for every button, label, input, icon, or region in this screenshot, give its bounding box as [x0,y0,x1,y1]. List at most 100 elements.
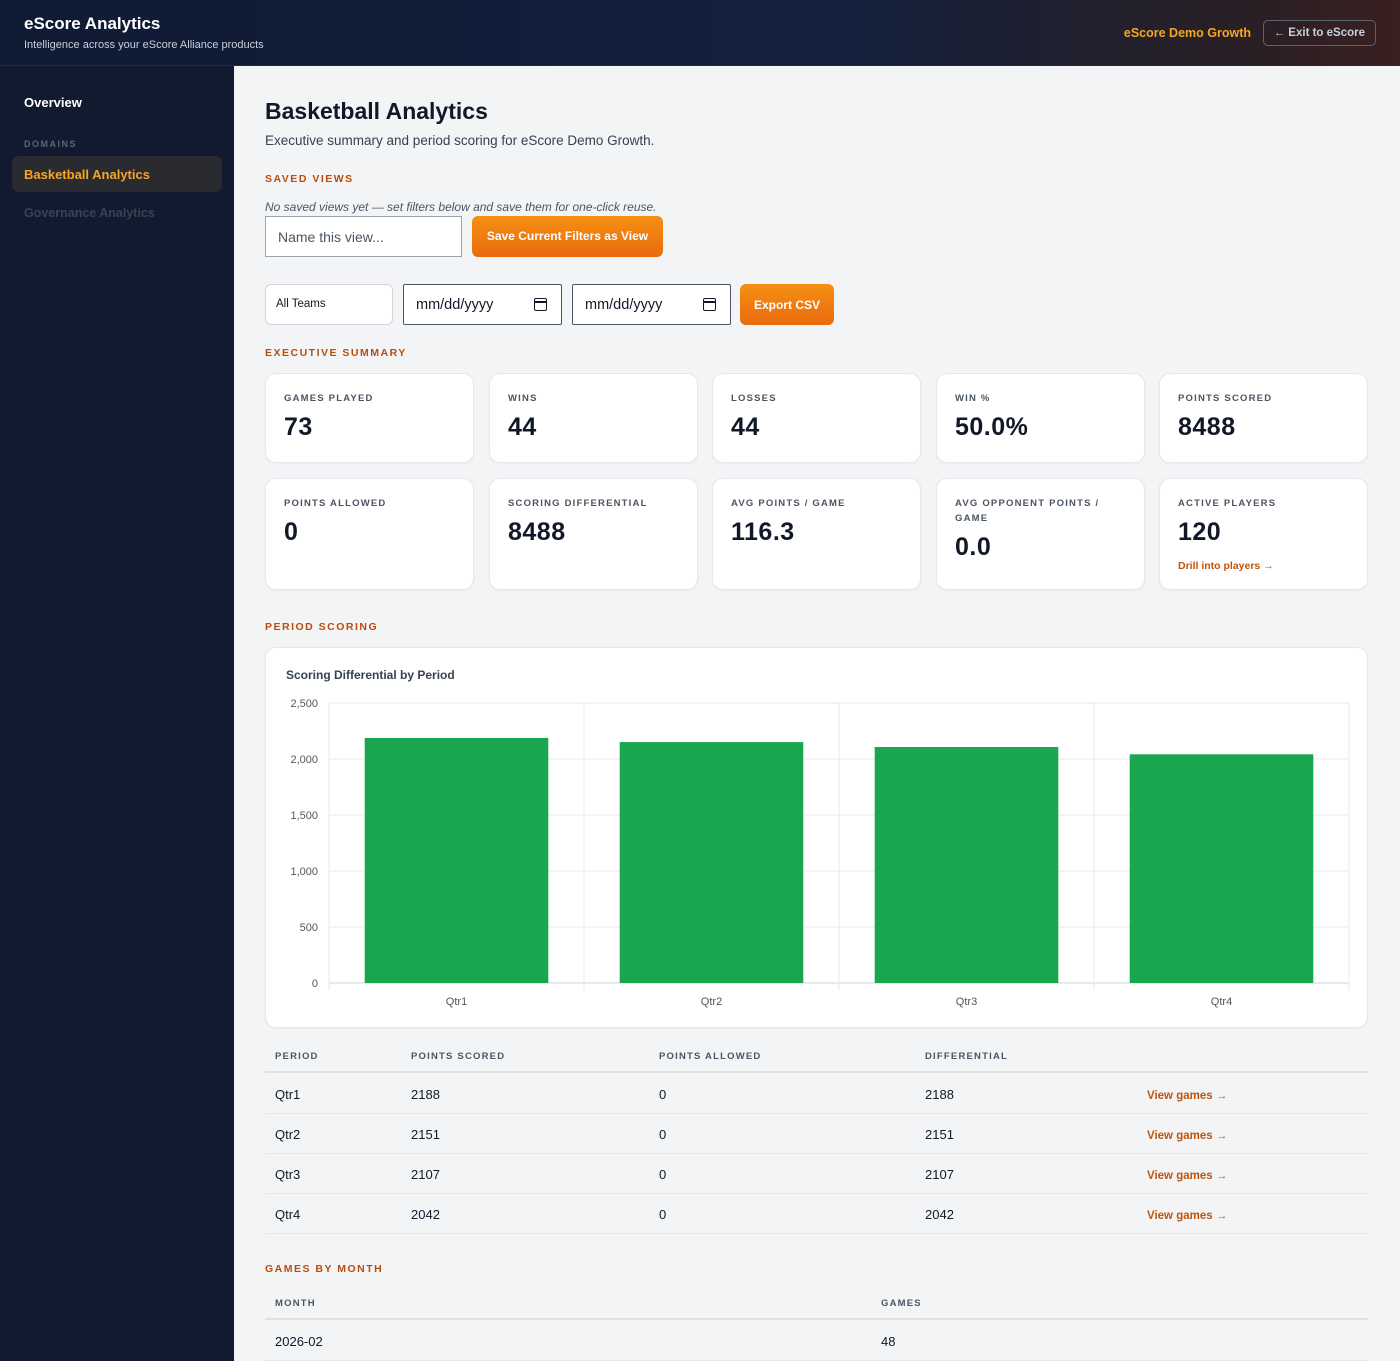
cell-differential: 2042 [925,1207,954,1222]
kpi-value: 120 [1178,518,1222,546]
kpi-value: 116.3 [731,518,795,546]
x-tick-label: Qtr3 [956,996,977,1008]
cell-scored: 2151 [411,1127,440,1142]
period-bar-chart: 0 500 1,000 1,500 2,000 2,500 Qtr1 Qtr2 Qtr3 Qtr4 [290,698,1350,1008]
sidebar-item-overview[interactable]: Overview [24,95,82,110]
table-header-divider [265,1071,1368,1073]
kpi-card-points-scored: POINTS SCORED 8488 [1159,373,1368,463]
y-tick-label: 1,500 [290,810,318,822]
sidebar: Overview DOMAINS Basketball Analytics Go… [0,66,234,1361]
executive-summary-heading: EXECUTIVE SUMMARY [265,347,407,359]
export-csv-button[interactable]: Export CSV [740,284,834,325]
y-tick-label: 1,000 [290,866,318,878]
kpi-value: 8488 [1178,413,1236,441]
app-subtitle: Intelligence across your eScore Alliance… [24,39,264,51]
date-from-value: mm/dd/yyyy [416,297,494,313]
top-bar: eScore Analytics Intelligence across you… [0,0,1400,66]
y-tick-label: 0 [312,978,318,990]
view-games-link[interactable]: View games → [1147,1170,1228,1182]
kpi-label: AVG POINTS / GAME [731,498,846,509]
column-header-differential: DIFFERENTIAL [925,1051,1009,1062]
kpi-value: 0.0 [955,533,992,561]
kpi-label: SCORING DIFFERENTIAL [508,498,648,509]
table-row: 2026-02 48 [265,1321,1368,1361]
column-header-points-allowed: POINTS ALLOWED [659,1051,762,1062]
kpi-card-games-played: GAMES PLAYED 73 [265,373,474,463]
y-tick-label: 2,000 [290,754,318,766]
page-subtitle: Executive summary and period scoring for… [265,133,655,148]
cell-period: Qtr2 [275,1127,301,1142]
table-header-divider [265,1318,1368,1320]
date-from-input[interactable]: mm/dd/yyyy [403,284,562,325]
table-row: Qtr4 2042 0 2042 View games → [265,1194,1368,1234]
exit-to-escore-button[interactable]: ← Exit to eScore [1262,20,1376,46]
view-games-link[interactable]: View games → [1147,1090,1228,1102]
cell-allowed: 0 [659,1207,667,1222]
column-header-games: GAMES [881,1298,922,1309]
sidebar-item-basketball-analytics[interactable]: Basketball Analytics [12,156,222,192]
drill-into-players-link[interactable]: Drill into players → [1178,560,1274,572]
kpi-value: 44 [508,413,537,441]
bar-qtr3 [874,747,1059,983]
kpi-value: 44 [731,413,760,441]
cell-period: Qtr4 [275,1207,301,1222]
kpi-card-avg-points: AVG POINTS / GAME 116.3 [712,478,921,590]
cell-scored: 2188 [411,1087,440,1102]
save-view-button[interactable]: Save Current Filters as View [472,216,663,257]
calendar-icon[interactable] [534,298,547,311]
view-games-link[interactable]: View games → [1147,1130,1228,1142]
sidebar-item-governance-analytics[interactable]: Governance Analytics [24,206,155,220]
tenant-name: eScore Demo Growth [1123,26,1251,40]
column-header-period: PERIOD [275,1051,319,1062]
bar-qtr2 [619,742,804,983]
bar-qtr1 [364,737,549,983]
kpi-label: LOSSES [731,393,777,404]
period-scoring-heading: PERIOD SCORING [265,621,379,633]
cell-period: Qtr1 [275,1087,301,1102]
kpi-value: 0 [284,518,299,546]
column-header-points-scored: POINTS SCORED [411,1051,506,1062]
page-title: Basketball Analytics [265,98,488,124]
kpi-card-avg-opponent-points: AVG OPPONENT POINTS / GAME 0.0 [936,478,1145,590]
kpi-value: 50.0% [955,413,1029,441]
kpi-label: WINS [508,393,538,404]
date-to-value: mm/dd/yyyy [585,297,663,313]
games-by-month-heading: GAMES BY MONTH [265,1263,384,1275]
cell-differential: 2188 [925,1087,954,1102]
chart-title: Scoring Differential by Period [286,668,455,682]
cell-differential: 2151 [925,1127,954,1142]
kpi-card-win-percent: WIN % 50.0% [936,373,1145,463]
date-to-input[interactable]: mm/dd/yyyy [572,284,731,325]
x-tick-label: Qtr2 [701,996,722,1008]
view-name-input[interactable] [265,216,462,257]
cell-period: Qtr3 [275,1167,301,1182]
kpi-card-active-players: ACTIVE PLAYERS 120 Drill into players → [1159,478,1368,590]
cell-allowed: 0 [659,1167,667,1182]
y-tick-label: 2,500 [290,698,318,710]
kpi-card-points-allowed: POINTS ALLOWED 0 [265,478,474,590]
kpi-label: GAMES PLAYED [284,393,374,404]
y-tick-label: 500 [300,922,318,934]
x-tick-label: Qtr4 [1211,996,1232,1008]
team-select[interactable]: All Teams [265,284,393,325]
view-games-link[interactable]: View games → [1147,1210,1228,1222]
app-title: eScore Analytics [24,14,161,33]
cell-month: 2026-02 [275,1334,323,1349]
sidebar-item-label: Basketball Analytics [24,167,150,182]
kpi-card-losses: LOSSES 44 [712,373,921,463]
kpi-label: WIN % [955,393,991,404]
table-row: Qtr2 2151 0 2151 View games → [265,1114,1368,1154]
cell-scored: 2042 [411,1207,440,1222]
cell-scored: 2107 [411,1167,440,1182]
kpi-card-wins: WINS 44 [489,373,698,463]
x-tick-label: Qtr1 [446,996,467,1008]
main-content: Basketball Analytics Executive summary a… [234,66,1400,1361]
calendar-icon[interactable] [703,298,716,311]
kpi-label: ACTIVE PLAYERS [1178,498,1277,509]
bar-qtr4 [1129,754,1314,983]
saved-views-empty-text: No saved views yet — set filters below a… [265,200,657,214]
cell-allowed: 0 [659,1087,667,1102]
table-row: Qtr3 2107 0 2107 View games → [265,1154,1368,1194]
kpi-value: 73 [284,413,313,441]
saved-views-heading: SAVED VIEWS [265,173,354,185]
